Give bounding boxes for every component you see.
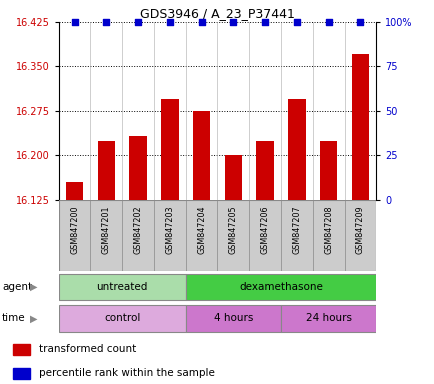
Text: GSM847207: GSM847207 [292, 206, 301, 254]
Bar [224, 155, 242, 200]
Text: agent: agent [2, 282, 32, 292]
Point [324, 18, 332, 25]
Text: GSM847205: GSM847205 [228, 206, 237, 254]
Text: 4 hours: 4 hours [213, 313, 253, 323]
Text: GSM847206: GSM847206 [260, 206, 269, 254]
Bar [351, 54, 368, 200]
Text: GSM847200: GSM847200 [70, 206, 79, 254]
Bar [256, 141, 273, 200]
Point [198, 18, 205, 25]
Text: GSM847209: GSM847209 [355, 206, 364, 254]
Point [293, 18, 299, 25]
Bar [129, 136, 147, 200]
Point [261, 18, 268, 25]
Point [71, 18, 78, 25]
Text: time: time [2, 313, 26, 323]
Bar [280, 305, 375, 331]
Point [135, 18, 141, 25]
Text: dexamethasone: dexamethasone [239, 282, 322, 292]
Text: GSM847208: GSM847208 [323, 206, 332, 254]
Point [356, 18, 363, 25]
Text: GSM847201: GSM847201 [102, 206, 111, 254]
Bar [97, 141, 115, 200]
Text: untreated: untreated [96, 282, 148, 292]
Bar [185, 274, 375, 300]
Text: GSM847204: GSM847204 [197, 206, 206, 254]
Bar [13, 344, 30, 354]
Text: control: control [104, 313, 140, 323]
Text: ▶: ▶ [30, 313, 37, 323]
Bar [59, 274, 185, 300]
Bar [185, 305, 280, 331]
Bar [59, 305, 185, 331]
Text: GSM847203: GSM847203 [165, 206, 174, 254]
Bar [287, 99, 305, 200]
Text: transformed count: transformed count [39, 344, 136, 354]
Title: GDS3946 / A_23_P37441: GDS3946 / A_23_P37441 [140, 7, 294, 20]
Point [229, 18, 236, 25]
Point [103, 18, 109, 25]
Text: percentile rank within the sample: percentile rank within the sample [39, 368, 214, 378]
Bar [319, 141, 337, 200]
Bar [66, 182, 83, 200]
Bar [161, 99, 178, 200]
Text: ▶: ▶ [30, 282, 37, 292]
Bar [13, 367, 30, 379]
Text: GSM847202: GSM847202 [133, 206, 142, 254]
Point [166, 18, 173, 25]
Text: 24 hours: 24 hours [305, 313, 351, 323]
Bar [192, 111, 210, 200]
